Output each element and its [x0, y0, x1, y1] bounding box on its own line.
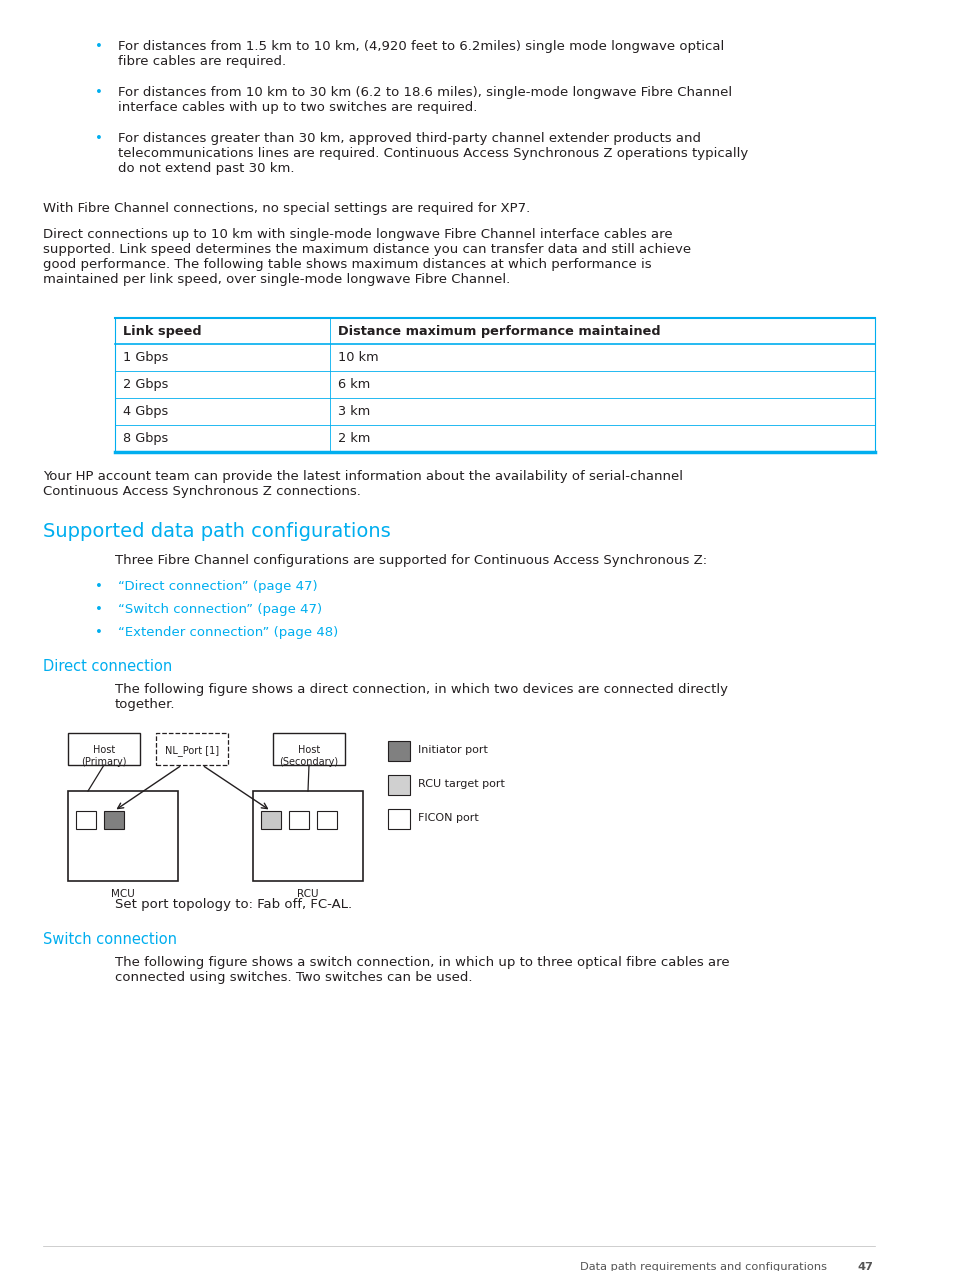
Text: •: • [95, 627, 103, 639]
Text: Direct connections up to 10 km with single-mode longwave Fibre Channel interface: Direct connections up to 10 km with sing… [43, 228, 690, 286]
Text: 4 Gbps: 4 Gbps [123, 405, 168, 418]
Bar [388, 775, 410, 794]
Text: The following figure shows a direct connection, in which two devices are connect: The following figure shows a direct conn… [115, 683, 727, 710]
Bar [316, 811, 336, 829]
Text: •: • [95, 132, 103, 145]
Text: 3 km: 3 km [337, 405, 370, 418]
Text: 2 Gbps: 2 Gbps [123, 377, 168, 391]
Text: For distances from 1.5 km to 10 km, (4,920 feet to 6.2miles) single mode longwav: For distances from 1.5 km to 10 km, (4,9… [118, 39, 723, 69]
Text: MCU: MCU [111, 888, 134, 899]
Text: 8 Gbps: 8 Gbps [123, 432, 168, 445]
Text: “Switch connection” (page 47): “Switch connection” (page 47) [118, 602, 322, 616]
Text: Direct connection: Direct connection [43, 658, 172, 674]
Text: 10 km: 10 km [337, 351, 378, 364]
Bar [68, 791, 178, 881]
Text: NL_Port [1]: NL_Port [1] [165, 745, 219, 756]
Text: Switch connection: Switch connection [43, 932, 177, 947]
Text: •: • [95, 39, 103, 53]
Text: Data path requirements and configurations: Data path requirements and configuration… [579, 1262, 826, 1271]
Text: For distances from 10 km to 30 km (6.2 to 18.6 miles), single-mode longwave Fibr: For distances from 10 km to 30 km (6.2 t… [118, 86, 731, 114]
Text: Initiator port: Initiator port [417, 745, 487, 755]
Text: Host
(Primary): Host (Primary) [81, 745, 127, 766]
Bar [253, 791, 363, 881]
Text: Three Fibre Channel configurations are supported for Continuous Access Synchrono: Three Fibre Channel configurations are s… [115, 554, 706, 567]
Text: FICON port: FICON port [417, 813, 478, 824]
Text: •: • [95, 86, 103, 99]
Bar [261, 811, 281, 829]
Text: Host
(Secondary): Host (Secondary) [279, 745, 338, 766]
Text: For distances greater than 30 km, approved third-party channel extender products: For distances greater than 30 km, approv… [118, 132, 747, 175]
Bar [388, 810, 410, 829]
FancyBboxPatch shape [156, 733, 228, 765]
Bar [76, 811, 96, 829]
Text: RCU: RCU [297, 888, 318, 899]
Text: 2 km: 2 km [337, 432, 370, 445]
Text: 1 Gbps: 1 Gbps [123, 351, 168, 364]
Text: Your HP account team can provide the latest information about the availability o: Your HP account team can provide the lat… [43, 470, 682, 498]
Text: Distance maximum performance maintained: Distance maximum performance maintained [337, 325, 659, 338]
Text: The following figure shows a switch connection, in which up to three optical fib: The following figure shows a switch conn… [115, 956, 729, 984]
Text: “Direct connection” (page 47): “Direct connection” (page 47) [118, 580, 317, 594]
Text: •: • [95, 580, 103, 594]
Bar [273, 733, 345, 765]
Text: Set port topology to: Fab off, FC-AL.: Set port topology to: Fab off, FC-AL. [115, 899, 352, 911]
Bar [68, 733, 140, 765]
Text: With Fibre Channel connections, no special settings are required for XP7.: With Fibre Channel connections, no speci… [43, 202, 530, 215]
Text: 6 km: 6 km [337, 377, 370, 391]
Bar [388, 741, 410, 761]
Bar [104, 811, 124, 829]
Text: “Extender connection” (page 48): “Extender connection” (page 48) [118, 627, 338, 639]
Text: •: • [95, 602, 103, 616]
Text: 47: 47 [856, 1262, 872, 1271]
Bar [289, 811, 309, 829]
Text: Supported data path configurations: Supported data path configurations [43, 522, 391, 541]
Text: Link speed: Link speed [123, 325, 201, 338]
Text: RCU target port: RCU target port [417, 779, 504, 789]
